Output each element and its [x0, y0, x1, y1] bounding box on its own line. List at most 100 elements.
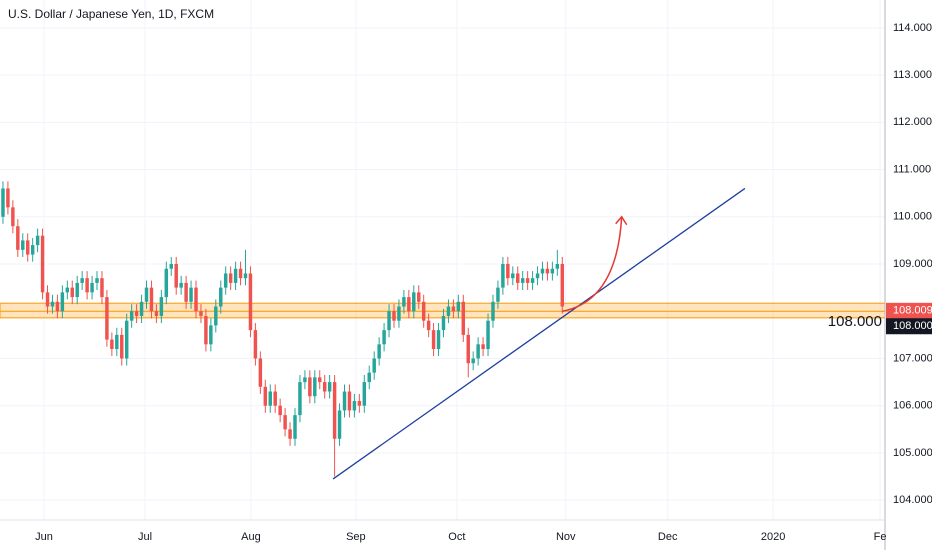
candle-body	[332, 382, 337, 439]
x-tick-label: Nov	[556, 531, 576, 543]
candle-body	[298, 382, 302, 416]
candle-body	[461, 301, 466, 335]
candle-body	[496, 287, 500, 302]
candle-body	[6, 188, 10, 208]
candle-body	[21, 240, 25, 250]
candle-body	[238, 268, 243, 279]
projection-arrow	[562, 216, 623, 312]
y-tick-label: 114.000	[893, 22, 932, 34]
candle-body	[50, 301, 55, 307]
candle-body	[417, 292, 421, 302]
candle-body	[100, 278, 104, 298]
candle-body	[431, 330, 436, 350]
y-tick-label: 112.000	[893, 116, 932, 128]
candle-body	[377, 344, 381, 359]
candle-body	[258, 358, 263, 387]
candle-body	[243, 273, 248, 279]
candle-body	[520, 278, 525, 283]
y-tick-label: 111.000	[893, 163, 931, 175]
candle-body	[75, 282, 79, 298]
candle-body	[337, 410, 342, 439]
candle-body	[412, 292, 416, 312]
candle-body	[387, 311, 391, 331]
candle-body	[164, 268, 169, 298]
candle-body	[322, 382, 327, 392]
candle-body	[70, 287, 74, 298]
candle-body	[525, 278, 530, 283]
candle-body	[283, 415, 287, 430]
candle-body	[149, 287, 154, 312]
candle-body	[115, 334, 119, 350]
x-tick-label: Jun	[35, 531, 53, 543]
candle-body	[397, 306, 401, 321]
candle-body	[313, 377, 317, 397]
candle-body	[308, 377, 312, 397]
candle-body	[506, 264, 510, 279]
candle-body	[362, 382, 367, 406]
level-axis-label: 108.000	[893, 320, 932, 332]
candle-body	[342, 391, 347, 411]
candle-body	[441, 315, 446, 331]
candle-body	[1, 188, 5, 217]
candle-body	[60, 292, 65, 312]
x-tick-label: 2020	[761, 531, 785, 543]
candle-body	[516, 273, 520, 283]
candle-body	[446, 306, 451, 316]
y-tick-label: 105.000	[893, 447, 932, 459]
candle-body	[392, 311, 396, 321]
candle-body	[80, 278, 84, 283]
candle-body	[367, 372, 371, 383]
candle-body	[303, 377, 307, 383]
candle-body	[550, 268, 555, 274]
candle-body	[372, 358, 376, 373]
candle-body	[233, 268, 238, 283]
candle-body	[11, 207, 15, 227]
candle-body	[179, 282, 183, 288]
x-tick-label: Dec	[658, 531, 678, 543]
candle-body	[456, 301, 461, 312]
candle-body	[30, 245, 35, 255]
candle-body	[204, 315, 208, 345]
candle-body	[189, 287, 193, 302]
candle-body	[347, 391, 352, 411]
candle-body	[407, 297, 411, 312]
candle-body	[293, 415, 297, 439]
candle-body	[555, 264, 560, 269]
candle-body	[184, 282, 188, 302]
x-tick-label: Jul	[138, 531, 152, 543]
x-tick-label: Sep	[346, 531, 366, 543]
candle-body	[174, 264, 178, 288]
candle-body	[35, 235, 40, 246]
candle-body	[466, 334, 470, 364]
candle-body	[45, 292, 50, 307]
y-tick-label: 107.000	[893, 352, 932, 364]
candle-body	[139, 301, 144, 316]
candle-body	[352, 400, 357, 411]
candle-body	[318, 377, 322, 383]
candle-body	[540, 268, 545, 274]
level-box	[886, 318, 932, 335]
candle-body	[110, 339, 114, 350]
trend-line	[332, 187, 746, 480]
candle-body	[223, 273, 228, 288]
candle-body	[209, 325, 213, 345]
candle-body	[436, 330, 441, 350]
candle-body	[16, 226, 20, 250]
candle-body	[154, 311, 159, 316]
candle-body	[382, 330, 386, 345]
candle-body	[402, 297, 406, 307]
candle-body	[90, 282, 94, 293]
candle-body	[327, 382, 332, 392]
candle-body	[535, 273, 540, 279]
candle-body	[55, 301, 60, 312]
candle-body	[214, 306, 218, 326]
candle-body	[134, 311, 139, 316]
candle-body	[486, 320, 490, 350]
candle-body	[169, 264, 173, 269]
candle-body	[288, 429, 292, 439]
candle-body	[159, 297, 164, 316]
candle-body	[194, 287, 198, 312]
candle-body	[248, 273, 253, 331]
candle-body	[491, 301, 495, 321]
